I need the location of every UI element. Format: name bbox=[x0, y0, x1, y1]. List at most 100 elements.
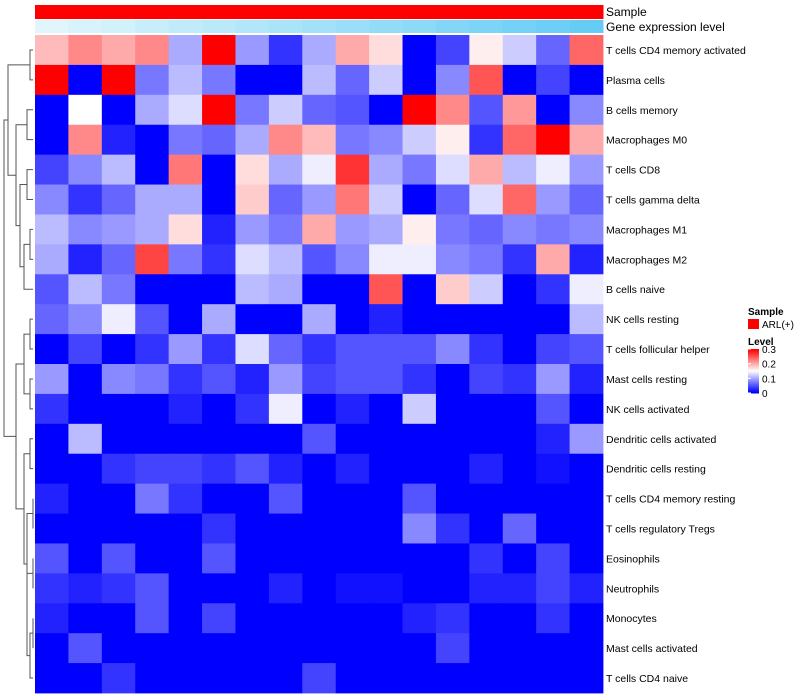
heatmap-cell bbox=[68, 214, 103, 245]
heatmap-cell bbox=[536, 483, 570, 514]
heatmap-cell bbox=[469, 94, 504, 126]
heatmap-cell bbox=[402, 633, 437, 664]
colorbar-tick-label: 0.1 bbox=[762, 374, 776, 385]
heatmap-cell bbox=[335, 393, 370, 425]
sample-annotation-cell bbox=[101, 5, 136, 19]
heatmap-cell bbox=[302, 393, 337, 425]
heatmap-cell bbox=[135, 603, 170, 634]
heatmap-cell bbox=[68, 35, 103, 66]
heatmap-cell bbox=[101, 35, 136, 66]
heatmap-cell bbox=[335, 304, 370, 335]
heatmap-cell bbox=[536, 543, 570, 574]
colorbar-segment bbox=[748, 391, 759, 394]
heatmap-cell bbox=[168, 573, 203, 604]
heatmap-cell bbox=[369, 573, 403, 604]
legend: Sample ARL(+) Level 0.3 0.2 0.1 0 bbox=[748, 307, 794, 400]
heatmap-cell bbox=[235, 513, 270, 544]
heatmap-cell bbox=[268, 663, 303, 694]
heatmap-cell bbox=[235, 543, 270, 574]
heatmap-cell bbox=[502, 304, 537, 335]
heatmap-cell bbox=[369, 423, 403, 455]
heatmap-cell bbox=[469, 304, 504, 335]
heatmap-cell bbox=[469, 453, 504, 485]
heatmap-cell bbox=[469, 423, 504, 455]
heatmap-cell bbox=[235, 573, 270, 604]
dendrogram-branch bbox=[26, 572, 33, 657]
heatmap-cell bbox=[168, 184, 203, 215]
heatmap-cell bbox=[402, 184, 437, 215]
heatmap-cell bbox=[202, 304, 236, 335]
heatmap-cell bbox=[168, 663, 203, 694]
heatmap-cell bbox=[335, 124, 370, 156]
gene-expression-annotation-cell bbox=[202, 20, 236, 33]
heatmap-cell bbox=[202, 483, 236, 514]
heatmap-cell bbox=[402, 423, 437, 455]
heatmap-cell bbox=[435, 483, 470, 514]
heatmap-cell bbox=[435, 334, 470, 365]
heatmap-cell bbox=[35, 423, 69, 455]
gene-expression-annotation-cell bbox=[402, 20, 437, 33]
heatmap-cell bbox=[101, 124, 136, 156]
heatmap-cell bbox=[68, 124, 103, 156]
heatmap-cell bbox=[469, 513, 504, 544]
heatmap-cell bbox=[235, 483, 270, 514]
heatmap-cell bbox=[402, 274, 437, 305]
heatmap-cell bbox=[35, 244, 69, 275]
heatmap-cell bbox=[502, 124, 537, 156]
heatmap-cell bbox=[101, 64, 136, 96]
heatmap-cell bbox=[536, 124, 570, 156]
colorbar-segment bbox=[748, 383, 759, 385]
sample-annotation-cell bbox=[469, 5, 504, 19]
heatmap-cell bbox=[335, 35, 370, 66]
colorbar-tick-label: 0 bbox=[762, 389, 768, 400]
dendrogram-branch bbox=[23, 243, 33, 290]
heatmap-cell bbox=[268, 154, 303, 185]
heatmap-cell bbox=[135, 124, 170, 156]
heatmap-cell bbox=[369, 453, 403, 485]
dendrogram-branch bbox=[23, 333, 30, 395]
heatmap-cell bbox=[101, 483, 136, 514]
heatmap-cell bbox=[536, 35, 570, 66]
heatmap-cell bbox=[302, 543, 337, 574]
heatmap-cell bbox=[135, 364, 170, 395]
heatmap-cell bbox=[369, 393, 403, 425]
heatmap-cell bbox=[469, 633, 504, 664]
gene-expression-annotation-cell bbox=[536, 20, 571, 33]
heatmap-cell bbox=[35, 483, 69, 514]
heatmap-cell bbox=[569, 94, 604, 126]
row-label: Monocytes bbox=[606, 613, 657, 625]
heatmap-cell bbox=[536, 513, 570, 544]
heatmap-cell bbox=[168, 35, 203, 66]
heatmap-cell bbox=[235, 603, 270, 634]
heatmap-cell bbox=[268, 35, 303, 66]
heatmap-cell bbox=[168, 423, 203, 455]
colorbar-tick-label: 0.3 bbox=[762, 345, 776, 356]
heatmap-cell bbox=[502, 274, 537, 305]
heatmap-cell bbox=[435, 184, 470, 215]
heatmap-cell bbox=[335, 663, 370, 694]
heatmap-cell bbox=[502, 364, 537, 395]
heatmap-cells bbox=[35, 35, 604, 694]
dendrogram-branch bbox=[15, 363, 24, 510]
heatmap-cell bbox=[569, 274, 604, 305]
heatmap-cell bbox=[202, 453, 236, 485]
dendrogram-branch bbox=[26, 513, 33, 615]
colorbar-segment bbox=[748, 365, 759, 368]
colorbar-segment bbox=[748, 358, 759, 361]
heatmap-cell bbox=[369, 543, 403, 574]
heatmap-cell bbox=[435, 603, 470, 634]
heatmap-cell bbox=[302, 483, 337, 514]
heatmap-cell bbox=[335, 184, 370, 215]
row-label: Mast cells resting bbox=[606, 374, 687, 386]
heatmap-cell bbox=[68, 573, 103, 604]
heatmap-cell bbox=[202, 154, 236, 185]
heatmap-cell bbox=[168, 64, 203, 96]
row-label: B cells memory bbox=[606, 105, 679, 117]
heatmap-cell bbox=[369, 304, 403, 335]
legend-sample-swatch bbox=[748, 319, 759, 329]
heatmap-cell bbox=[135, 304, 170, 335]
colorbar-segment bbox=[748, 369, 759, 372]
heatmap-cell bbox=[335, 94, 370, 126]
gene-expression-annotation-cell bbox=[168, 20, 203, 33]
